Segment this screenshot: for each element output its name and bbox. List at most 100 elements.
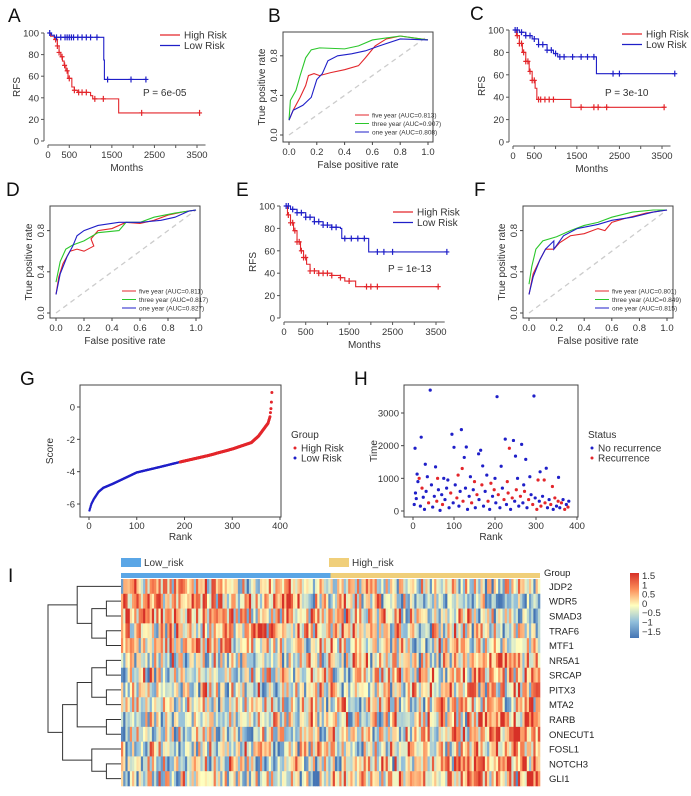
- heatmap-cell: [515, 741, 519, 757]
- heatmap-cell: [440, 638, 444, 654]
- heatmap-cell: [502, 697, 506, 713]
- heatmap-cell: [449, 667, 453, 683]
- heatmap-cell: [191, 726, 195, 742]
- heatmap-cell: [394, 638, 397, 654]
- heatmap-cell: [257, 593, 261, 609]
- plot-frame: [403, 384, 579, 518]
- heatmap-cell: [379, 608, 382, 624]
- heatmap-cell: [233, 697, 236, 713]
- heatmap-cell: [134, 712, 137, 728]
- heatmap-cell: [235, 756, 239, 772]
- heatmap-cell: [394, 579, 397, 595]
- heatmap-cell: [211, 741, 214, 757]
- heatmap-cell: [229, 593, 232, 609]
- heatmap-cell: [275, 712, 278, 728]
- heatmap-cell: [469, 593, 472, 609]
- heatmap-cell: [129, 608, 133, 624]
- point-high-risk: [270, 390, 274, 394]
- heatmap-cell: [533, 623, 536, 639]
- point-recurrence: [472, 480, 477, 484]
- heatmap-cell: [337, 638, 340, 654]
- heatmap-cell: [156, 593, 159, 609]
- heatmap-cell: [178, 579, 181, 595]
- heatmap-cell: [370, 652, 373, 669]
- point-recurrence: [492, 488, 496, 492]
- heatmap-cell: [270, 623, 274, 639]
- legend-label: High Risk: [184, 31, 228, 42]
- heatmap-cell: [476, 579, 479, 595]
- dendrogram-branch: [91, 608, 107, 639]
- heatmap-cell: [334, 771, 338, 787]
- heatmap-cell: [383, 638, 386, 654]
- heatmap-cell: [262, 771, 265, 787]
- heatmap-cell: [165, 741, 168, 757]
- x-tick-label: 0.0: [49, 323, 62, 334]
- heatmap-cell: [222, 771, 225, 787]
- heatmap-cell: [145, 667, 148, 683]
- heatmap-cell: [231, 608, 234, 624]
- heatmap-cell: [193, 726, 197, 742]
- heatmap-cell: [431, 726, 435, 742]
- heatmap-cell: [367, 623, 371, 639]
- heatmap-cell: [491, 712, 494, 728]
- row-label-gene: GLI1: [549, 774, 570, 785]
- censor-mark: [62, 62, 68, 69]
- heatmap-cell: [354, 638, 358, 654]
- heatmap-cell: [162, 652, 166, 669]
- heatmap-cell: [255, 712, 259, 728]
- x-tick-label: 200: [177, 521, 193, 532]
- heatmap-cell: [330, 726, 334, 742]
- heatmap-cell: [453, 652, 457, 669]
- heatmap-cell: [277, 638, 281, 654]
- point-no-recurrence: [452, 445, 456, 449]
- heatmap-cell: [193, 608, 197, 624]
- heatmap-cell: [264, 579, 267, 595]
- heatmap-cell: [504, 667, 508, 683]
- heatmap-cell: [248, 726, 252, 742]
- heatmap-cell: [478, 667, 481, 683]
- heatmap-cell: [436, 638, 439, 654]
- point-no-recurrence: [458, 489, 462, 493]
- heatmap-cell: [297, 579, 300, 595]
- heatmap-cell: [423, 667, 426, 683]
- heatmap-cell: [191, 682, 195, 698]
- heatmap-cell: [176, 593, 179, 609]
- heatmap-cell: [504, 756, 508, 772]
- heatmap-cell: [220, 771, 223, 787]
- heatmap-cell: [248, 652, 252, 669]
- heatmap-cell: [209, 697, 212, 713]
- point-no-recurrence: [525, 506, 529, 510]
- heatmap-cell: [266, 608, 270, 624]
- heatmap-cell: [299, 682, 303, 698]
- heatmap-cell: [270, 667, 274, 683]
- heatmap-cell: [145, 593, 148, 609]
- heatmap-cell: [187, 623, 190, 639]
- heatmap-cell: [218, 726, 221, 742]
- heatmap-cell: [312, 579, 316, 595]
- heatmap-cell: [440, 608, 444, 624]
- heatmap-cell: [376, 579, 380, 595]
- heatmap-cell: [246, 697, 250, 713]
- point-no-recurrence: [513, 499, 517, 503]
- heatmap-cell: [427, 697, 431, 713]
- heatmap-cell: [478, 741, 481, 757]
- heatmap-cell: [517, 608, 521, 624]
- heatmap-cell: [198, 726, 201, 742]
- heatmap-cell: [339, 623, 342, 639]
- heatmap-cell: [471, 697, 475, 713]
- heatmap-cell: [498, 726, 501, 742]
- heatmap-cell: [334, 712, 338, 728]
- heatmap-cell: [259, 652, 263, 669]
- heatmap-cell: [290, 652, 294, 669]
- heatmap-cell: [176, 697, 179, 713]
- heatmap-cell: [198, 579, 201, 595]
- heatmap-cell: [257, 771, 261, 787]
- heatmap-cell: [511, 652, 514, 669]
- heatmap-cell: [451, 756, 455, 772]
- heatmap-cell: [255, 726, 259, 742]
- heatmap-cell: [379, 667, 382, 683]
- heatmap-cell: [524, 623, 528, 639]
- heatmap-cell: [187, 726, 190, 742]
- heatmap-cell: [418, 608, 422, 624]
- heatmap-cell: [405, 726, 408, 742]
